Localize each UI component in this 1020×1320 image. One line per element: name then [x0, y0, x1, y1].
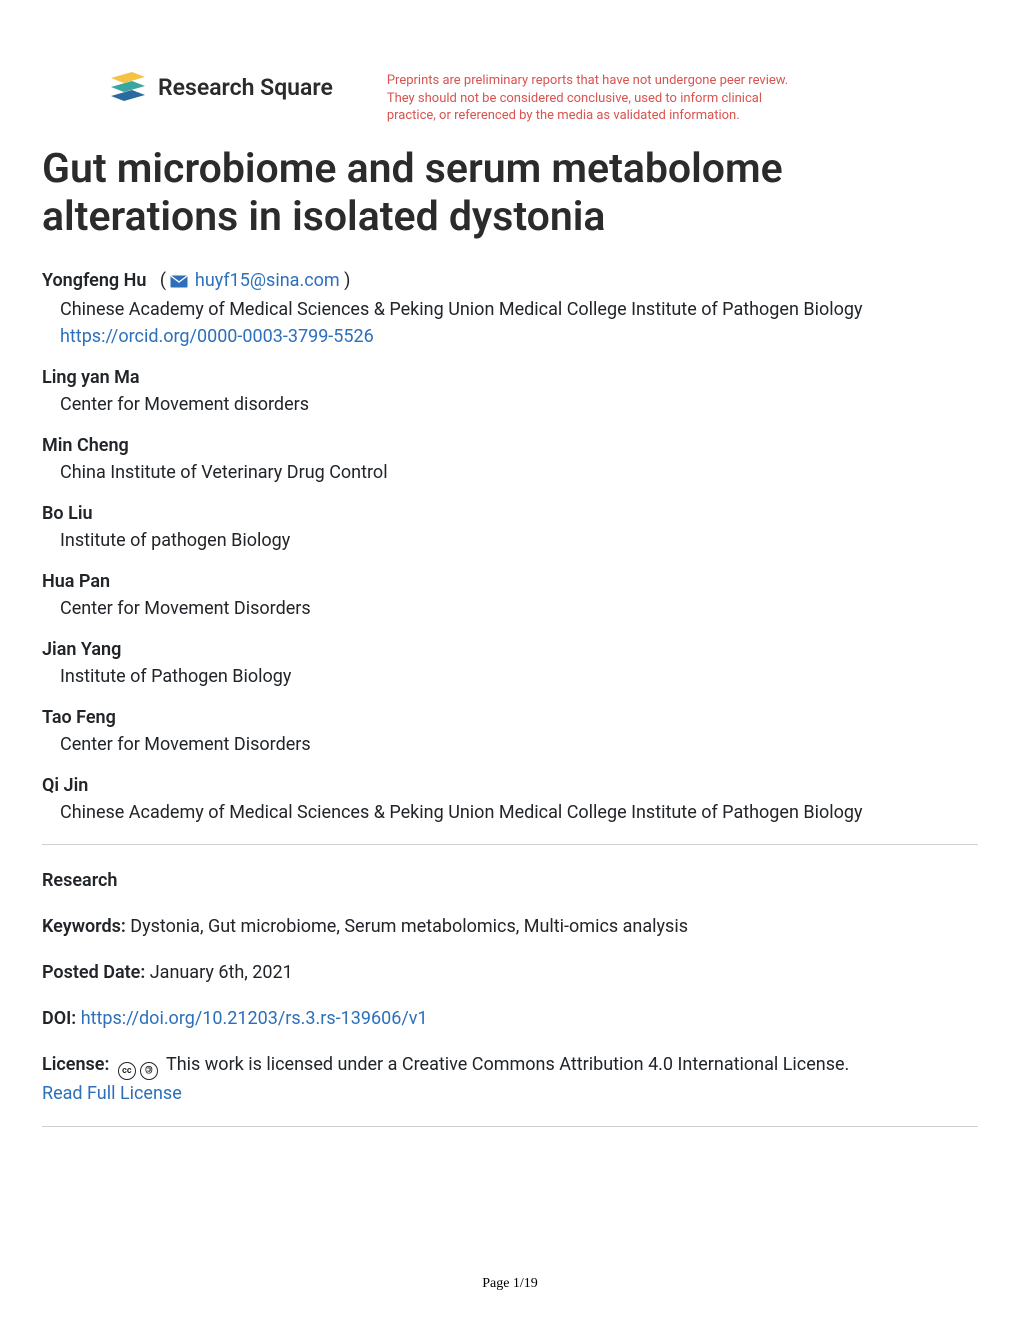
author-name: Qi Jin: [42, 772, 978, 799]
license-label: License:: [42, 1054, 109, 1075]
cc-icon: cc: [118, 1062, 136, 1080]
keywords-label: Keywords:: [42, 916, 126, 937]
author-name: Min Cheng: [42, 432, 978, 459]
mail-icon: [170, 269, 188, 296]
author-affiliation: Chinese Academy of Medical Sciences & Pe…: [42, 296, 978, 323]
author-entry: Min Cheng China Institute of Veterinary …: [42, 432, 978, 486]
author-name: Tao Feng: [42, 704, 978, 731]
doi-link[interactable]: https://doi.org/10.21203/rs.3.rs-139606/…: [81, 1008, 428, 1029]
logo-mark-icon: [108, 72, 148, 102]
doi-line: DOI: https://doi.org/10.21203/rs.3.rs-13…: [42, 1005, 978, 1033]
posted-date-line: Posted Date: January 6th, 2021: [42, 959, 978, 987]
posted-date-label: Posted Date:: [42, 962, 145, 983]
keywords-value: Dystonia, Gut microbiome, Serum metabolo…: [130, 916, 688, 937]
author-name: Jian Yang: [42, 636, 978, 663]
keywords-line: Keywords: Dystonia, Gut microbiome, Seru…: [42, 913, 978, 941]
author-entry: Jian Yang Institute of Pathogen Biology: [42, 636, 978, 690]
author-affiliation: Institute of Pathogen Biology: [42, 663, 978, 690]
paren-close: ): [344, 270, 350, 291]
divider: [42, 844, 978, 845]
author-entry: Hua Pan Center for Movement Disorders: [42, 568, 978, 622]
author-affiliation: China Institute of Veterinary Drug Contr…: [42, 459, 978, 486]
author-affiliation: Center for Movement Disorders: [42, 595, 978, 622]
orcid-link[interactable]: https://orcid.org/0000-0003-3799-5526: [42, 323, 978, 350]
author-corresponding: Yongfeng Hu ( huyf15@sina.com ) Chinese …: [42, 267, 978, 350]
corresponding-email-link[interactable]: huyf15@sina.com: [170, 270, 344, 291]
paren-open: (: [151, 270, 171, 291]
brand-name: Research Square: [158, 74, 333, 101]
author-affiliation: Chinese Academy of Medical Sciences & Pe…: [42, 799, 978, 826]
posted-date-value: January 6th, 2021: [150, 962, 293, 983]
license-line: License: cc 🄯 This work is licensed unde…: [42, 1051, 978, 1108]
author-entry: Bo Liu Institute of pathogen Biology: [42, 500, 978, 554]
article-type-label: Research: [42, 870, 117, 891]
metadata-section: Research Keywords: Dystonia, Gut microbi…: [42, 867, 978, 1108]
author-name: Ling yan Ma: [42, 364, 978, 391]
license-text: This work is licensed under a Creative C…: [166, 1054, 849, 1075]
brand-logo[interactable]: Research Square: [42, 72, 333, 102]
preprint-disclaimer: Preprints are preliminary reports that h…: [387, 72, 807, 125]
author-affiliation: Center for Movement Disorders: [42, 731, 978, 758]
author-name-line: Yongfeng Hu ( huyf15@sina.com ): [42, 267, 978, 296]
author-affiliation: Center for Movement disorders: [42, 391, 978, 418]
author-name: Yongfeng Hu: [42, 270, 146, 291]
divider: [42, 1126, 978, 1127]
author-name: Hua Pan: [42, 568, 978, 595]
author-entry: Tao Feng Center for Movement Disorders: [42, 704, 978, 758]
author-entry: Qi Jin Chinese Academy of Medical Scienc…: [42, 772, 978, 826]
cc-icons: cc 🄯: [118, 1062, 158, 1080]
cc-by-icon: 🄯: [140, 1062, 158, 1080]
page-indicator: Page 1/19: [0, 1276, 1020, 1292]
author-name: Bo Liu: [42, 500, 978, 527]
doi-label: DOI:: [42, 1008, 76, 1029]
article-title: Gut microbiome and serum metabolome alte…: [42, 145, 978, 242]
header: Research Square Preprints are preliminar…: [42, 72, 978, 125]
article-type: Research: [42, 867, 978, 895]
corresponding-email: huyf15@sina.com: [195, 270, 340, 291]
read-full-license-link[interactable]: Read Full License: [42, 1083, 182, 1104]
author-entry: Ling yan Ma Center for Movement disorder…: [42, 364, 978, 418]
author-affiliation: Institute of pathogen Biology: [42, 527, 978, 554]
